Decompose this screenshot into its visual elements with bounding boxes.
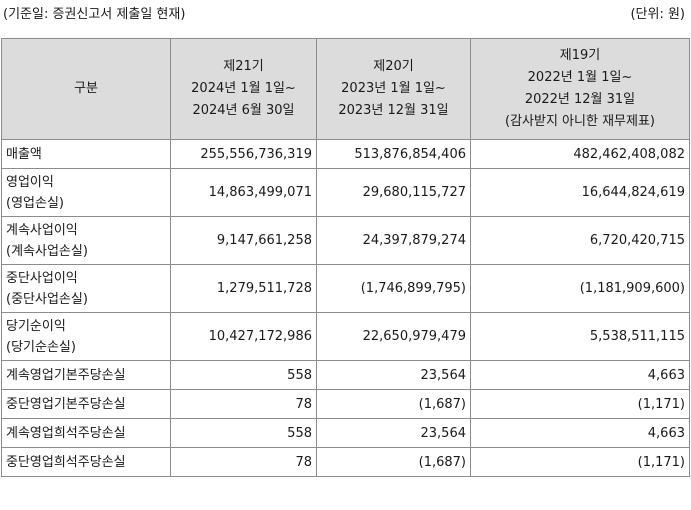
value-period-20: (1,687) xyxy=(316,389,471,419)
value-period-19: 4,663 xyxy=(470,360,690,390)
value-period-20: 22,650,979,479 xyxy=(316,312,471,361)
header-category: 구분 xyxy=(1,38,171,140)
value-period-19: 5,538,511,115 xyxy=(470,312,690,361)
value-period-20: 513,876,854,406 xyxy=(316,139,471,169)
value-period-21: 14,863,499,071 xyxy=(170,168,317,217)
table-row: 중단영업기본주당손실 78 (1,687) (1,171) xyxy=(1,389,690,419)
header-period-21-start: 2024년 1월 1일~ xyxy=(191,81,296,96)
row-label-main: 계속사업이익 xyxy=(6,222,78,238)
value-period-20: (1,687) xyxy=(316,447,471,477)
row-label: 중단영업희석주당손실 xyxy=(1,447,171,477)
value-period-19: 482,462,408,082 xyxy=(470,139,690,169)
table-row: 영업이익 (영업손실) 14,863,499,071 29,680,115,72… xyxy=(1,168,690,217)
value-period-20: 23,564 xyxy=(316,360,471,390)
row-label-sub: (계속사업손실) xyxy=(6,243,88,259)
table-row: 중단사업이익 (중단사업손실) 1,279,511,728 (1,746,899… xyxy=(1,264,690,313)
header-period-20-end: 2023년 12월 31일 xyxy=(338,103,449,118)
row-label: 매출액 xyxy=(1,139,171,169)
value-period-21: 1,279,511,728 xyxy=(170,264,317,313)
row-label: 중단사업이익 (중단사업손실) xyxy=(1,264,171,313)
table-row: 매출액 255,556,736,319 513,876,854,406 482,… xyxy=(1,139,690,169)
row-label: 당기순이익 (당기순손실) xyxy=(1,312,171,361)
value-period-21: 78 xyxy=(170,389,317,419)
header-period-20-title: 제20기 xyxy=(373,59,414,74)
header-period-19-end: 2022년 12월 31일 xyxy=(524,92,636,107)
table-row: 당기순이익 (당기순손실) 10,427,172,986 22,650,979,… xyxy=(1,312,690,361)
header-row: 구분 제21기 2024년 1월 1일~ 2024년 6월 30일 제20기 2… xyxy=(1,38,690,140)
value-period-19: 4,663 xyxy=(470,418,690,448)
row-label-main: 중단영업기본주당손실 xyxy=(6,396,126,412)
row-label-main: 계속영업희석주당손실 xyxy=(6,425,126,441)
table-row: 계속영업희석주당손실 558 23,564 4,663 xyxy=(1,418,690,448)
header-period-20: 제20기 2023년 1월 1일~ 2023년 12월 31일 xyxy=(316,38,471,140)
value-period-20: 23,564 xyxy=(316,418,471,448)
header-period-19-title: 제19기 xyxy=(559,48,601,63)
value-period-19: 6,720,420,715 xyxy=(470,216,690,265)
value-period-19: (1,171) xyxy=(470,389,690,419)
value-period-21: 255,556,736,319 xyxy=(170,139,317,169)
row-label: 계속사업이익 (계속사업손실) xyxy=(1,216,171,265)
value-period-21: 10,427,172,986 xyxy=(170,312,317,361)
row-label-main: 중단영업희석주당손실 xyxy=(6,454,126,470)
row-label: 중단영업기본주당손실 xyxy=(1,389,171,419)
base-date-caption: (기준일: 증권신고서 제출일 현재) xyxy=(3,7,186,22)
value-period-19: (1,181,909,600) xyxy=(470,264,690,313)
value-period-21: 558 xyxy=(170,418,317,448)
value-period-20: 24,397,879,274 xyxy=(316,216,471,265)
header-period-20-start: 2023년 1월 1일~ xyxy=(341,81,446,96)
row-label-main: 매출액 xyxy=(6,146,42,162)
row-label: 계속영업희석주당손실 xyxy=(1,418,171,448)
table-row: 중단영업희석주당손실 78 (1,687) (1,171) xyxy=(1,447,690,477)
unit-caption: (단위: 원) xyxy=(630,7,685,22)
value-period-19: 16,644,824,619 xyxy=(470,168,690,217)
value-period-21: 558 xyxy=(170,360,317,390)
table-row: 계속영업기본주당손실 558 23,564 4,663 xyxy=(1,360,690,390)
header-period-21-end: 2024년 6월 30일 xyxy=(192,103,295,118)
header-period-19-note: (감사받지 아니한 재무제표) xyxy=(505,114,655,129)
value-period-21: 78 xyxy=(170,447,317,477)
table-row: 계속사업이익 (계속사업손실) 9,147,661,258 24,397,879… xyxy=(1,216,690,265)
value-period-19: (1,171) xyxy=(470,447,690,477)
row-label: 계속영업기본주당손실 xyxy=(1,360,171,390)
header-period-21-title: 제21기 xyxy=(223,59,264,74)
value-period-21: 9,147,661,258 xyxy=(170,216,317,265)
value-period-20: 29,680,115,727 xyxy=(316,168,471,217)
header-period-19-start: 2022년 1월 1일~ xyxy=(527,70,633,85)
row-label-sub: (당기순손실) xyxy=(6,339,76,355)
row-label-sub: (영업손실) xyxy=(6,195,64,211)
row-label-main: 영업이익 xyxy=(6,174,54,190)
row-label-main: 계속영업기본주당손실 xyxy=(6,367,126,383)
row-label-main: 당기순이익 xyxy=(6,318,66,334)
financial-summary-table: 구분 제21기 2024년 1월 1일~ 2024년 6월 30일 제20기 2… xyxy=(1,38,690,477)
value-period-20: (1,746,899,795) xyxy=(316,264,471,313)
row-label-sub: (중단사업손실) xyxy=(6,291,88,307)
header-period-19: 제19기 2022년 1월 1일~ 2022년 12월 31일 (감사받지 아니… xyxy=(470,38,690,140)
row-label-main: 중단사업이익 xyxy=(6,270,78,286)
row-label: 영업이익 (영업손실) xyxy=(1,168,171,217)
header-period-21: 제21기 2024년 1월 1일~ 2024년 6월 30일 xyxy=(170,38,317,140)
